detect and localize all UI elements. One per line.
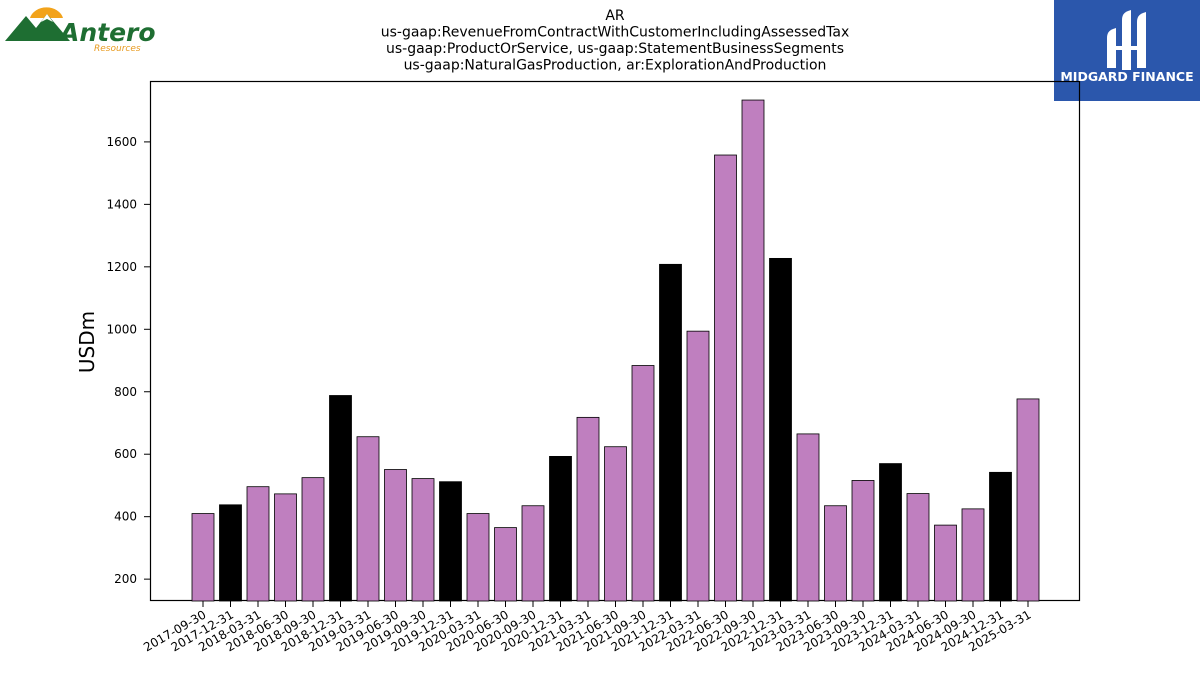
y-tick-label: 1600 [106, 135, 137, 149]
bar [714, 154, 737, 602]
bar [246, 486, 270, 602]
bar [466, 513, 490, 602]
bar [686, 330, 710, 602]
bar [411, 478, 435, 602]
midgard-logo-name: MIDGARD FINANCE [1060, 69, 1193, 84]
bar [851, 480, 875, 602]
bar [989, 471, 1012, 602]
chart-title: ARus-gaap:RevenueFromContractWithCustome… [381, 8, 850, 74]
y-tick-label: 800 [114, 385, 137, 399]
bar [604, 446, 627, 602]
bar [521, 505, 545, 602]
bar [301, 477, 325, 602]
antero-logo-subtitle: Resources [94, 44, 141, 54]
bar [934, 524, 957, 602]
bar [576, 416, 600, 602]
bar [274, 493, 297, 602]
bar [549, 455, 572, 602]
y-tick-label: 1000 [106, 322, 137, 336]
chart-title-line: us-gaap:NaturalGasProduction, ar:Explora… [404, 58, 827, 74]
midgard-logo: MIDGARD FINANCE [1054, 0, 1200, 101]
bar [356, 436, 380, 602]
y-axis-label: USDm [75, 311, 99, 373]
antero-mountain-icon [5, 14, 70, 41]
bar [659, 263, 682, 602]
bar [741, 99, 765, 602]
bar [769, 257, 792, 602]
bar [879, 463, 902, 602]
bar [1016, 398, 1040, 602]
bar [796, 433, 820, 602]
antero-snow-icon [41, 14, 53, 22]
bar [191, 513, 215, 602]
bar [219, 504, 242, 602]
bar [906, 493, 930, 602]
bar [961, 508, 985, 602]
y-tick-label: 600 [114, 447, 137, 461]
bar [439, 481, 462, 602]
y-axis: 200 400 600 800 1000 1200 1400 1600 [106, 135, 150, 586]
y-tick-label: 200 [114, 572, 137, 586]
bar [494, 527, 517, 602]
bar [824, 505, 847, 602]
y-tick-label: 400 [114, 510, 137, 524]
bar [329, 395, 352, 602]
bar [384, 469, 407, 602]
antero-logo-name: Antero [58, 18, 156, 47]
chart-title-line: us-gaap:ProductOrService, us-gaap:Statem… [386, 41, 844, 57]
y-tick-label: 1400 [106, 197, 137, 211]
x-axis: 2017-09-302017-12-312018-03-312018-06-30… [141, 601, 1034, 654]
antero-sun-icon [30, 7, 63, 18]
bar-series [191, 99, 1040, 602]
midgard-mark-icon [1107, 10, 1146, 70]
chart-title-line: us-gaap:RevenueFromContractWithCustomerI… [381, 25, 850, 41]
antero-logo: Antero Resources [5, 7, 156, 54]
bar [631, 365, 655, 602]
chart-title-line: AR [605, 8, 625, 24]
y-tick-label: 1200 [106, 260, 137, 274]
